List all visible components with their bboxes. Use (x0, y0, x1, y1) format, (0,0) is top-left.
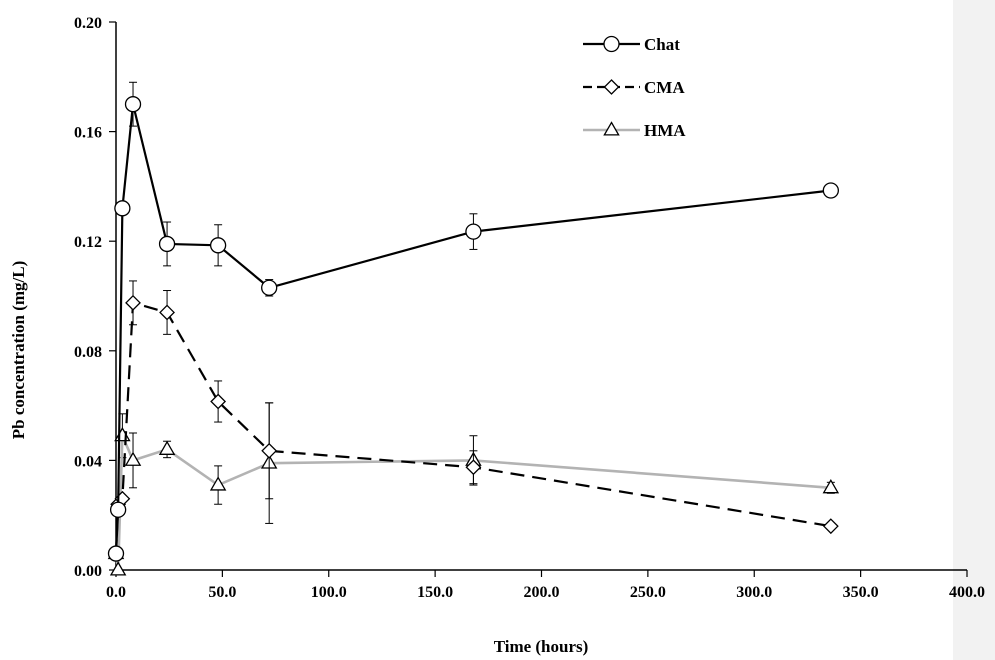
data-point-cma (125, 294, 141, 311)
data-point-cma (210, 393, 227, 410)
data-point-hma (114, 426, 131, 442)
x-tick-label: 300.0 (736, 584, 772, 601)
data-point-hma (158, 440, 176, 455)
legend-label-cma: CMA (644, 78, 685, 97)
y-axis-title: Pb concentration (mg/L) (9, 261, 28, 439)
series-hma (107, 402, 840, 576)
y-tick-label: 0.04 (74, 453, 102, 470)
legend-marker-cma (603, 79, 620, 95)
legend-marker-chat (603, 35, 620, 53)
x-tick-label: 50.0 (208, 584, 236, 601)
data-point-cma (822, 518, 839, 535)
data-point-chat (158, 235, 176, 253)
data-point-hma (209, 476, 227, 491)
data-point-hma (822, 478, 840, 494)
data-point-chat (124, 96, 142, 113)
data-point-chat (114, 200, 131, 217)
y-tick-labels: 0.00 0.04 0.08 0.12 0.16 0.20 (74, 15, 102, 580)
data-point-chat (109, 501, 127, 518)
y-tick-label: 0.20 (74, 15, 102, 32)
x-tick-label: 100.0 (311, 584, 347, 601)
series-line-cma (114, 301, 832, 554)
data-point-hma (124, 451, 142, 466)
side-panel (953, 0, 995, 660)
x-tick-label: 250.0 (630, 584, 666, 601)
data-point-chat (465, 223, 482, 240)
x-tick-label: 200.0 (524, 584, 560, 601)
x-tick-labels: 0.0 50.0 100.0 150.0 200.0 250.0 300.0 350.0 400… (106, 584, 985, 601)
legend-marker-hma (603, 121, 620, 136)
axes (109, 21, 968, 577)
data-point-hma (109, 561, 127, 576)
plot-area (107, 81, 840, 576)
legend-label-chat: Chat (644, 35, 680, 54)
y-tick-label: 0.12 (74, 234, 102, 251)
data-point-chat (209, 237, 227, 254)
data-point-chat (261, 279, 278, 296)
series-cma (108, 280, 839, 562)
data-point-cma (159, 304, 175, 321)
series-chat (107, 81, 839, 562)
x-tick-label: 400.0 (949, 584, 985, 601)
x-tick-label: 150.0 (417, 584, 453, 601)
data-point-cma (261, 442, 278, 459)
data-point-chat (107, 545, 125, 562)
data-point-chat (822, 182, 839, 199)
x-tick-label: 350.0 (843, 584, 879, 601)
x-axis-title: Time (hours) (494, 637, 589, 656)
legend-label-hma: HMA (644, 121, 686, 140)
data-point-cma (465, 459, 482, 476)
legend: Chat CMA HMA (583, 35, 686, 140)
y-tick-label: 0.16 (74, 125, 102, 142)
y-tick-label: 0.00 (74, 563, 102, 580)
y-tick-label: 0.08 (74, 344, 102, 361)
x-tick-label: 0.0 (106, 584, 126, 601)
